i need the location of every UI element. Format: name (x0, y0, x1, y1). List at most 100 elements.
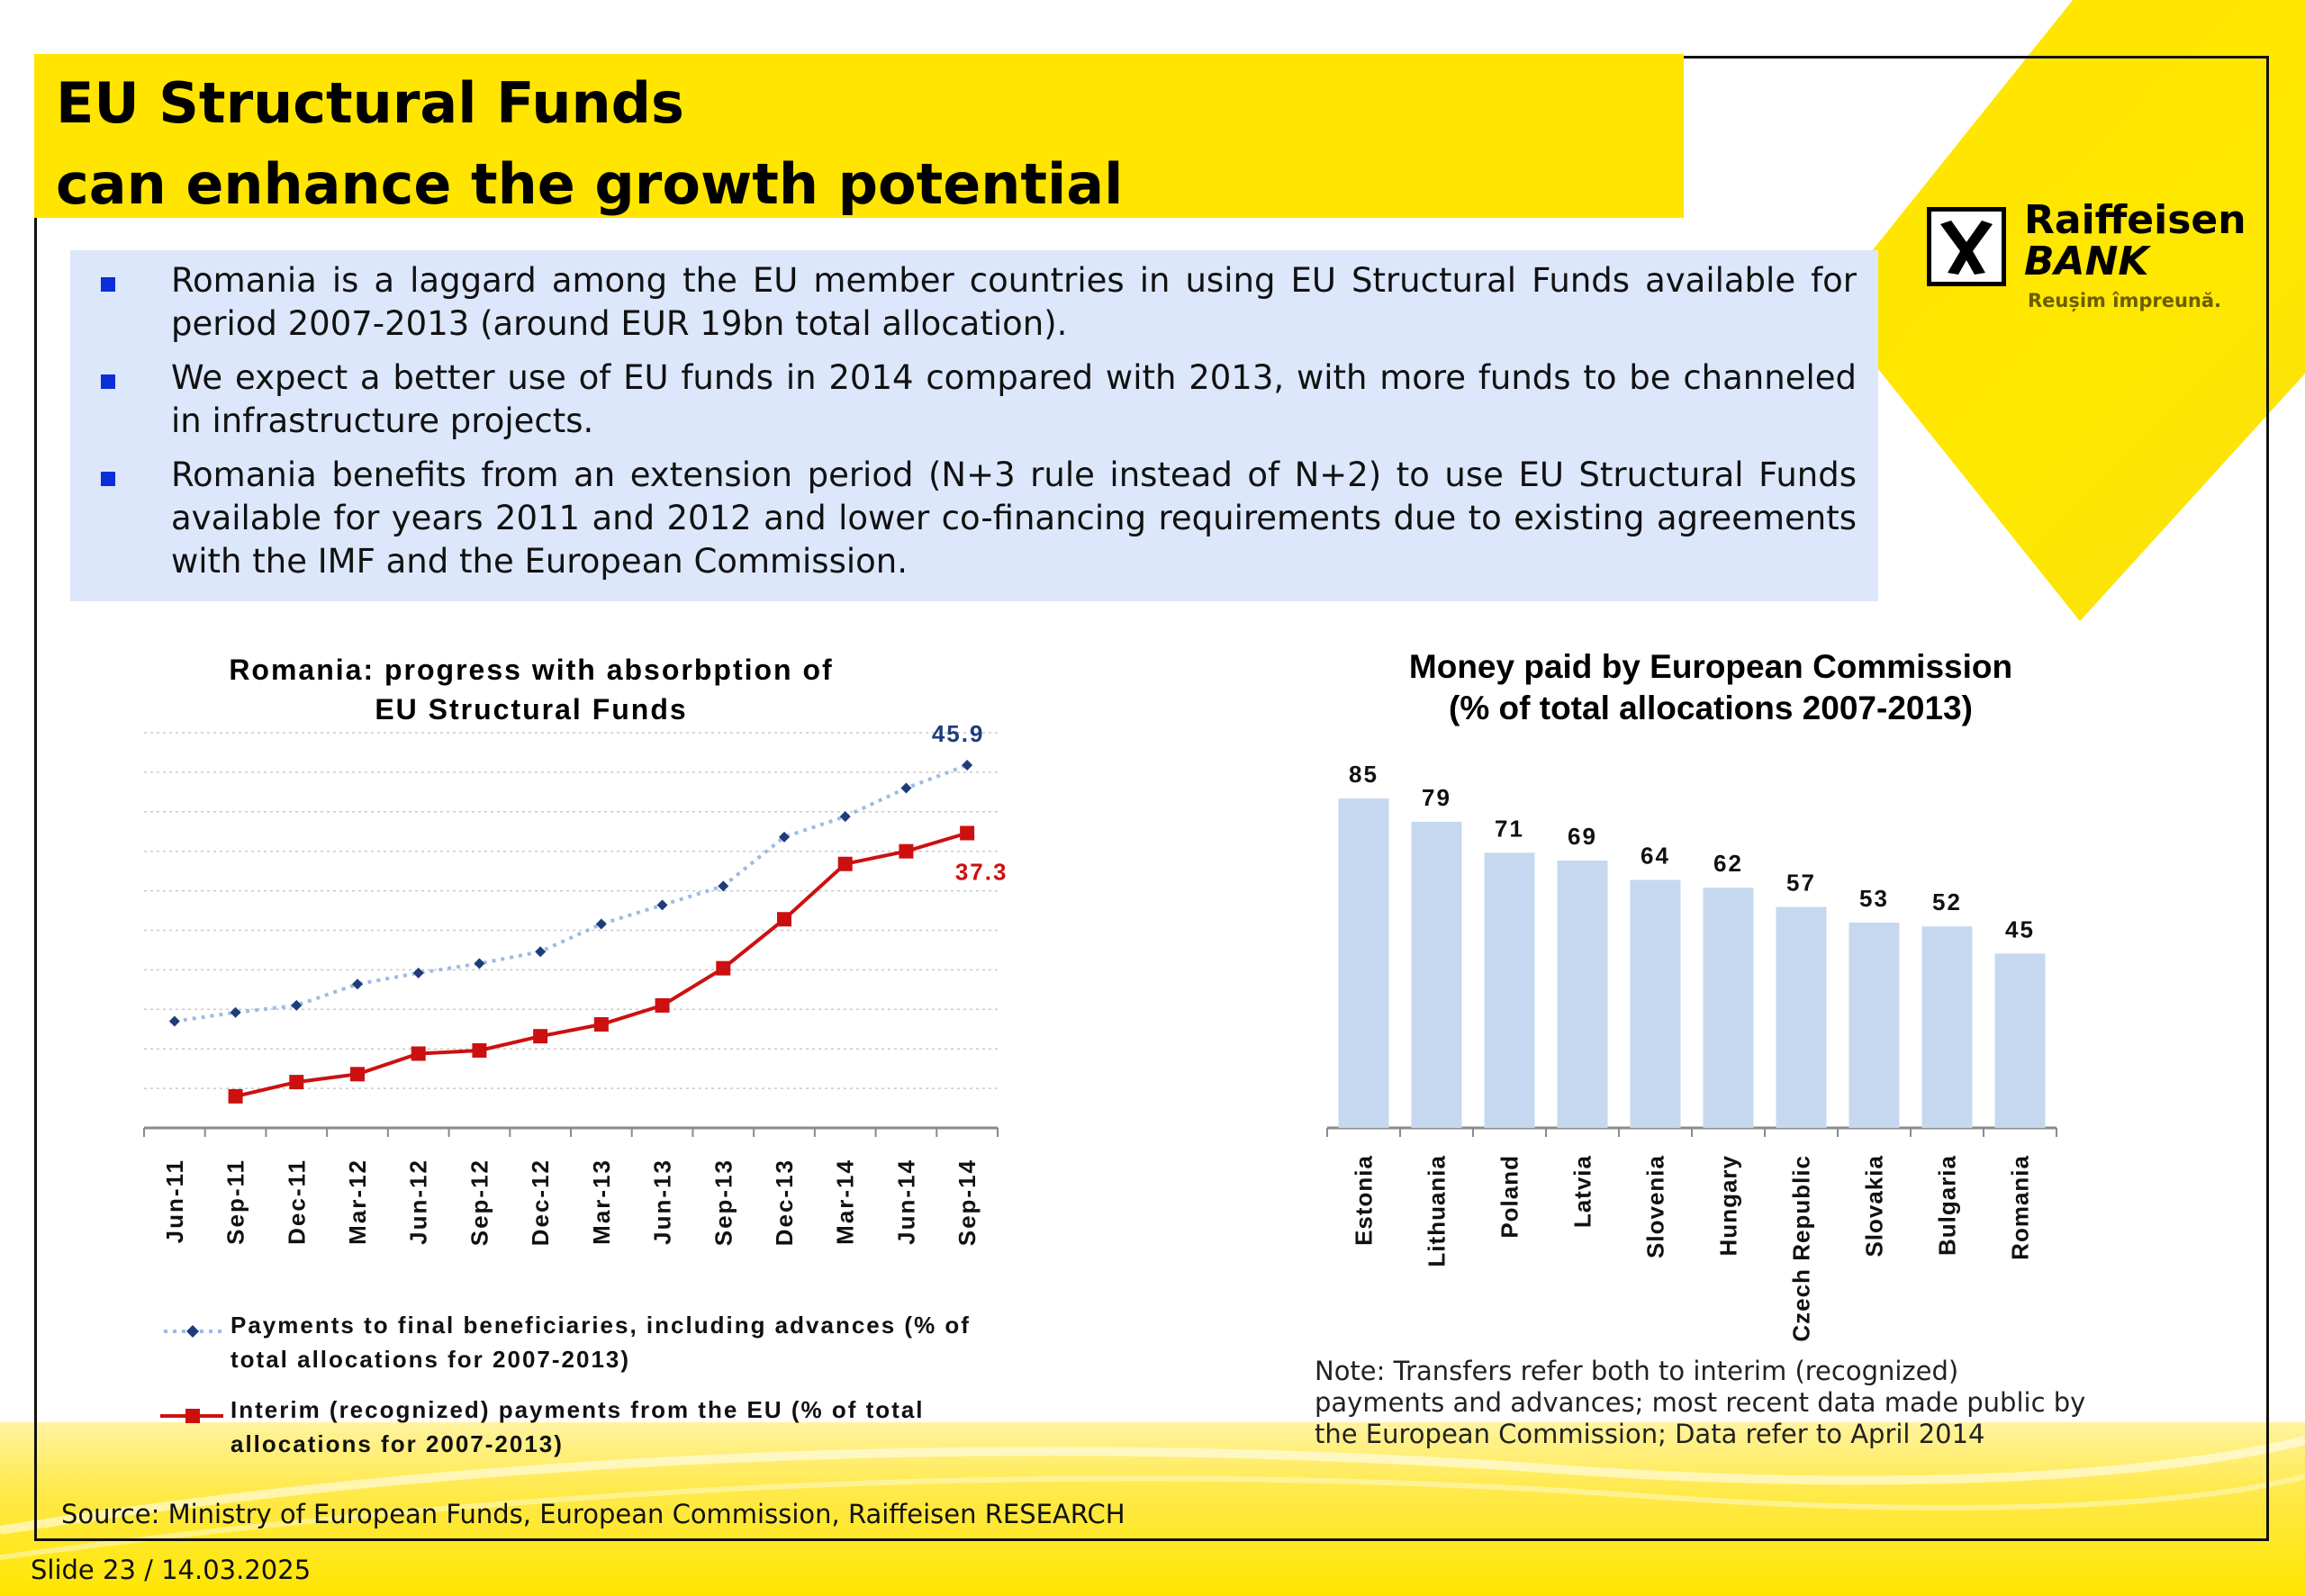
bar (1338, 798, 1389, 1128)
data-point-interim (960, 825, 975, 841)
data-point-interim (655, 997, 670, 1013)
data-point-payments (595, 918, 607, 930)
bar-chart-title-line: Money paid by European Commission (1408, 648, 2013, 685)
bar-value-label: 69 (1568, 823, 1597, 850)
footer-band (0, 1422, 2305, 1596)
data-point-payments (779, 831, 790, 843)
logo-tagline: Reușim împreună. (2028, 290, 2222, 311)
title-line: can enhance the growth potential (56, 151, 1124, 217)
x-tick-label: Jun-14 (892, 1159, 919, 1245)
data-point-interim (350, 1067, 365, 1082)
x-tick-label: Romania (2007, 1155, 2034, 1260)
data-point-interim (289, 1075, 304, 1090)
x-tick-label: Dec-12 (527, 1159, 554, 1246)
title-banner (34, 54, 1684, 218)
x-tick-label: Jun-13 (649, 1159, 676, 1245)
legend-marker-solid-icon (160, 1409, 223, 1423)
x-tick-label: Slovakia (1861, 1155, 1888, 1258)
bar (1484, 852, 1535, 1128)
bullets-panel (70, 250, 1878, 601)
x-tick-label: Mar-14 (832, 1159, 859, 1245)
page-title: EU Structural Funds can enhance the grow… (56, 63, 1123, 225)
raiffeisen-logo: Raiffeisen BANK Reușim împreună. (1927, 200, 2260, 317)
title-line: EU Structural Funds (56, 70, 684, 136)
x-tick-label: Mar-12 (344, 1159, 371, 1245)
line-chart-title-line: Romania: progress with absorbption of (229, 654, 834, 686)
bar-value-label: 64 (1641, 842, 1670, 869)
bar-chart: 85 79 71 69 64 62 57 53 52 45 Estonia Lithuania Pola… (1326, 761, 2057, 1342)
end-value-label: 37.3 (955, 859, 1008, 886)
x-tick-label: Jun-12 (405, 1159, 432, 1245)
x-tick-label: Hungary (1715, 1155, 1742, 1256)
chart-note: Note: Transfers refer both to interim (r… (1315, 1356, 2086, 1449)
data-point-interim (472, 1042, 487, 1058)
legend-label: total allocations for 2007-2013) (230, 1346, 631, 1373)
data-point-payments (352, 978, 363, 990)
data-point-payments (168, 1015, 180, 1027)
source-text: Source: Ministry of European Funds, Euro… (61, 1499, 1125, 1529)
data-point-payments (718, 880, 729, 892)
legend-label: Interim (recognized) payments from the E… (230, 1396, 925, 1423)
x-tick-label: Estonia (1351, 1155, 1378, 1246)
bar-value-label: 52 (1932, 888, 1962, 915)
gable-cross-icon (1927, 207, 2006, 286)
x-tick-label: Czech Republic (1788, 1155, 1815, 1342)
data-point-payments (839, 811, 851, 823)
data-point-payments (900, 782, 912, 794)
data-point-interim (593, 1016, 609, 1032)
legend-marker-dotted-icon (164, 1325, 221, 1338)
line-chart-title: Romania: progress with absorbption of EU… (135, 650, 927, 729)
bar (1411, 821, 1462, 1128)
data-point-payments (412, 967, 424, 978)
data-point-payments (535, 946, 547, 958)
legend-item: Interim (recognized) payments from the E… (158, 1393, 1014, 1465)
series-line-payments (174, 763, 968, 1023)
x-tick-label: Poland (1496, 1155, 1523, 1239)
x-tick-label: Sep-12 (466, 1159, 493, 1246)
data-point-payments (656, 899, 668, 911)
slide-number: Slide 23 / 14.03.2025 (31, 1555, 312, 1585)
data-point-payments (230, 1006, 241, 1018)
bullet-text: Romania benefits from an extension perio… (171, 455, 1857, 581)
bar (1776, 906, 1827, 1128)
legend-label: allocations for 2007-2013) (230, 1430, 564, 1457)
bullet-text: We expect a better use of EU funds in 20… (171, 358, 1857, 440)
end-value-label: 45.9 (932, 720, 985, 747)
legend-item: Payments to final beneficiaries, includi… (162, 1308, 1017, 1380)
x-tick-label: Bulgaria (1934, 1155, 1961, 1256)
bullet-square-icon (101, 374, 115, 389)
bullet-text: Romania is a laggard among the EU member… (171, 261, 1857, 343)
bar-chart-title: Money paid by European Commission (% of … (1297, 646, 2125, 729)
bar (1994, 953, 2046, 1128)
bar-value-label: 45 (2005, 915, 2035, 942)
data-point-payments (962, 759, 973, 771)
line-chart-title-line: EU Structural Funds (375, 693, 688, 726)
logo-name: Raiffeisen (2024, 197, 2246, 243)
x-tick-label: Mar-13 (588, 1159, 615, 1245)
bar (1921, 926, 1973, 1128)
x-tick-label: Sep-13 (710, 1159, 737, 1246)
data-point-interim (777, 912, 791, 927)
bar (1630, 879, 1681, 1128)
x-tick-label: Sep-11 (222, 1159, 249, 1245)
bar-value-label: 79 (1422, 784, 1451, 811)
data-point-interim (899, 843, 914, 859)
bullet-square-icon (101, 472, 115, 486)
x-tick-label: Jun-11 (161, 1159, 188, 1243)
x-tick-label: Lithuania (1424, 1155, 1451, 1267)
data-point-payments (474, 958, 485, 969)
x-tick-label: Latvia (1569, 1155, 1596, 1228)
bullet-square-icon (101, 277, 115, 292)
line-chart: Jun-11 Sep-11 Dec-11 Mar-12 Jun-12 Sep-12 Dec-… (143, 720, 1008, 1246)
bar (1703, 888, 1754, 1128)
x-tick-label: Dec-11 (283, 1159, 310, 1245)
data-point-payments (291, 999, 303, 1011)
bar-value-label: 53 (1859, 885, 1889, 912)
bar (1849, 922, 1900, 1128)
bar (1557, 860, 1608, 1128)
bar-value-label: 62 (1713, 850, 1743, 877)
x-tick-label: Dec-13 (771, 1159, 798, 1246)
bar-value-label: 71 (1495, 815, 1524, 842)
x-tick-label: Sep-14 (954, 1159, 981, 1246)
legend-label: Payments to final beneficiaries, includi… (230, 1312, 971, 1339)
